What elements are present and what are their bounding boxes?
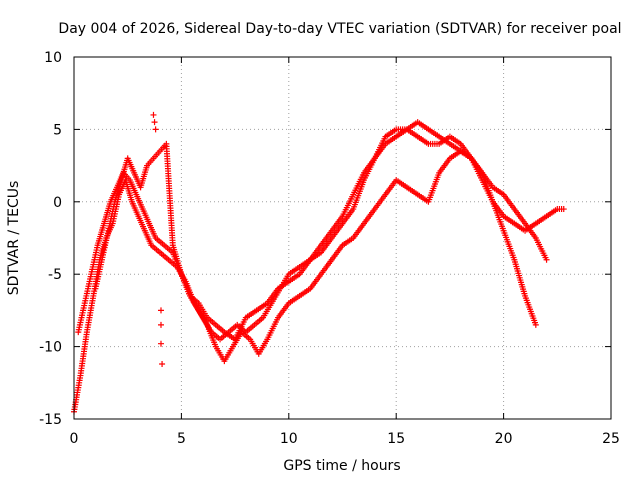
data-point [150, 111, 157, 118]
tick-labels: 0 5 10 15 20 25 -15 -10 -5 0 5 10 [39, 50, 620, 447]
chart-title: Day 004 of 2026, Sidereal Day-to-day VTE… [58, 21, 621, 37]
data-point [159, 360, 166, 367]
y-tick-label: 10 [44, 50, 62, 66]
data-point [560, 206, 567, 213]
x-tick-label: 20 [495, 431, 513, 447]
data-point [157, 340, 164, 347]
data-point [151, 119, 158, 126]
x-tick-label: 25 [602, 431, 620, 447]
y-tick-label: -5 [48, 267, 62, 283]
x-tick-label: 10 [280, 431, 298, 447]
data-point [152, 126, 159, 133]
data-point [532, 321, 539, 328]
y-tick-label: 0 [53, 195, 62, 211]
y-tick-label: -10 [39, 340, 62, 356]
x-axis-label: GPS time / hours [283, 458, 400, 474]
plot-frame [73, 56, 612, 420]
data-point [543, 256, 550, 263]
axis-ticks [73, 56, 612, 420]
data-point [157, 321, 164, 328]
x-tick-label: 0 [70, 431, 79, 447]
y-tick-label: 5 [53, 122, 62, 138]
data-point [157, 307, 164, 314]
x-tick-label: 5 [177, 431, 186, 447]
data-points [71, 111, 567, 415]
y-axis-label: SDTVAR / TECUs [6, 181, 22, 296]
x-tick-label: 15 [387, 431, 405, 447]
y-tick-label: -15 [39, 412, 62, 428]
